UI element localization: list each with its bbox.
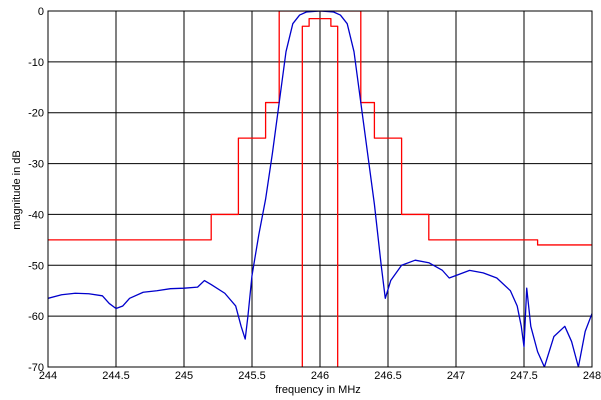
series-mask-upper xyxy=(48,11,592,246)
y-tick-label: -40 xyxy=(28,209,44,221)
x-tick-label: 247 xyxy=(447,370,465,382)
y-axis-label: magnitude in dB xyxy=(11,150,23,230)
y-tick-label: -10 xyxy=(28,57,44,69)
plot-frame xyxy=(47,10,593,368)
series-spectrum xyxy=(48,11,592,367)
x-tick-label: 244.5 xyxy=(102,370,130,382)
y-tick-label: -50 xyxy=(28,260,44,272)
plot-area xyxy=(47,10,593,368)
tick-labels: 244 244.5 245 245.5 246 246.5 247 247.5 248 0 -10 -… xyxy=(28,6,601,382)
grid xyxy=(47,10,593,368)
x-tick-label: 246.5 xyxy=(374,370,402,382)
x-tick-label: 248 xyxy=(583,370,601,382)
x-axis-label: frequency in MHz xyxy=(275,384,361,396)
x-tick-label: 245 xyxy=(175,370,193,382)
y-tick-label: -60 xyxy=(28,311,44,323)
y-tick-label: -20 xyxy=(28,108,44,120)
y-tick-label: -30 xyxy=(28,159,44,171)
x-tick-label: 246 xyxy=(311,370,329,382)
y-tick-label: -70 xyxy=(28,362,44,374)
x-tick-label: 247.5 xyxy=(510,370,538,382)
x-tick-label: 245.5 xyxy=(238,370,266,382)
series-mask-lower xyxy=(301,17,339,367)
y-tick-label: 0 xyxy=(38,6,44,18)
x-tick-label: 244 xyxy=(39,370,57,382)
